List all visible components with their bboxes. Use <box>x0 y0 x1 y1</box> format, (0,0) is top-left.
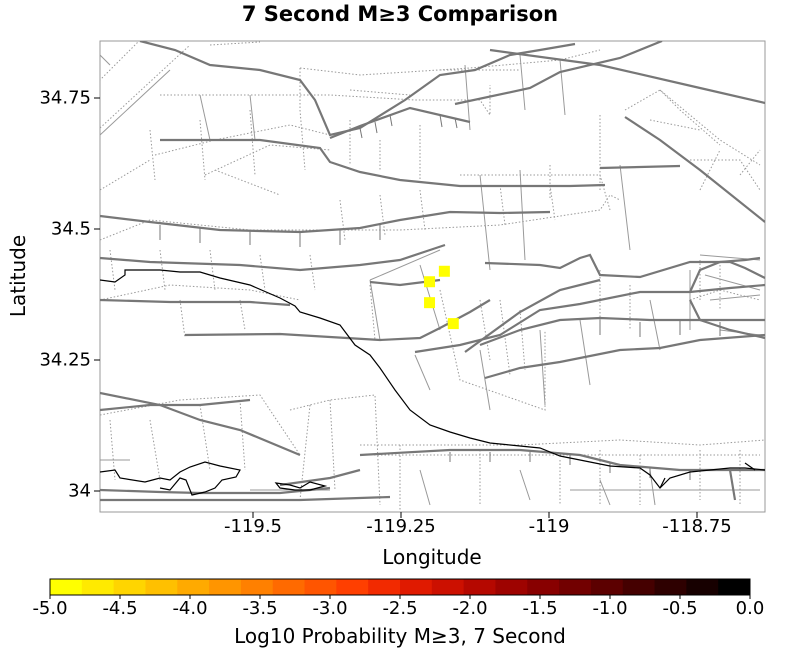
colorbar-swatch <box>400 579 433 595</box>
colorbar-swatch <box>686 579 719 595</box>
y-tick-label: 34.75 <box>39 87 91 109</box>
major-faults <box>100 41 765 502</box>
colorbar-swatch <box>240 579 274 595</box>
colorbar-swatch <box>495 579 528 595</box>
colorbar-tick-label: -0.5 <box>662 598 698 619</box>
probability-cell <box>424 297 436 309</box>
x-tick-label: -118.75 <box>662 516 732 537</box>
colorbar-tick-label: 0.0 <box>735 598 765 619</box>
axis-ticks <box>94 97 698 518</box>
colorbar-tick-label: -3.5 <box>242 598 278 619</box>
colorbar-swatch <box>368 579 401 595</box>
colorbar-swatch <box>209 579 242 595</box>
colorbar-tick-label: -4.5 <box>102 598 138 619</box>
colorbar-swatch <box>145 579 178 595</box>
plot-area <box>94 40 766 518</box>
y-tick-label: 34.5 <box>50 218 91 240</box>
colorbar-swatch <box>718 579 751 595</box>
x-tick-label: -119.5 <box>223 516 283 537</box>
y-tick-label: 34 <box>68 480 91 502</box>
x-tick-label: -119.25 <box>366 516 436 537</box>
colorbar-label: Log10 Probability M≥3, 7 Second <box>234 624 566 648</box>
colorbar-swatch <box>177 579 210 595</box>
colorbar-swatch <box>622 579 656 595</box>
probability-cell <box>447 318 459 330</box>
colorbar-swatch <box>559 579 592 595</box>
colorbar-swatch <box>50 579 83 595</box>
colorbar-swatch <box>431 579 465 595</box>
colorbar-swatch <box>590 579 624 595</box>
fault-ticks <box>159 114 721 480</box>
colorbar-swatch <box>113 579 146 595</box>
probability-cell <box>438 265 450 277</box>
colorbar-swatch <box>463 579 496 595</box>
probability-cells <box>424 265 459 330</box>
coastline <box>100 269 765 496</box>
x-tick-label: -119 <box>528 516 570 537</box>
colorbar-tick-label: -1.0 <box>592 598 628 619</box>
colorbar-tick-label: -4.0 <box>172 598 208 619</box>
colorbar-swatch <box>304 579 337 595</box>
colorbar-tick-label: -2.5 <box>382 598 418 619</box>
y-tick-label: 34.25 <box>39 349 91 371</box>
y-axis-label: Latitude <box>6 234 30 318</box>
colorbar <box>49 578 751 599</box>
colorbar-swatch <box>527 579 560 595</box>
chart-title: 7 Second M≥3 Comparison <box>241 2 559 26</box>
colorbar-tick-label: -5.0 <box>32 598 68 619</box>
colorbar-swatch <box>272 579 306 595</box>
colorbar-swatch <box>81 579 115 595</box>
colorbar-swatch <box>336 579 369 595</box>
colorbar-tick-label: -2.0 <box>452 598 488 619</box>
colorbar-swatch <box>654 579 687 595</box>
x-axis-label: Longitude <box>382 545 482 569</box>
probability-cell <box>424 276 436 288</box>
colorbar-tick-label: -3.0 <box>312 598 348 619</box>
colorbar-tick-label: -1.5 <box>522 598 558 619</box>
